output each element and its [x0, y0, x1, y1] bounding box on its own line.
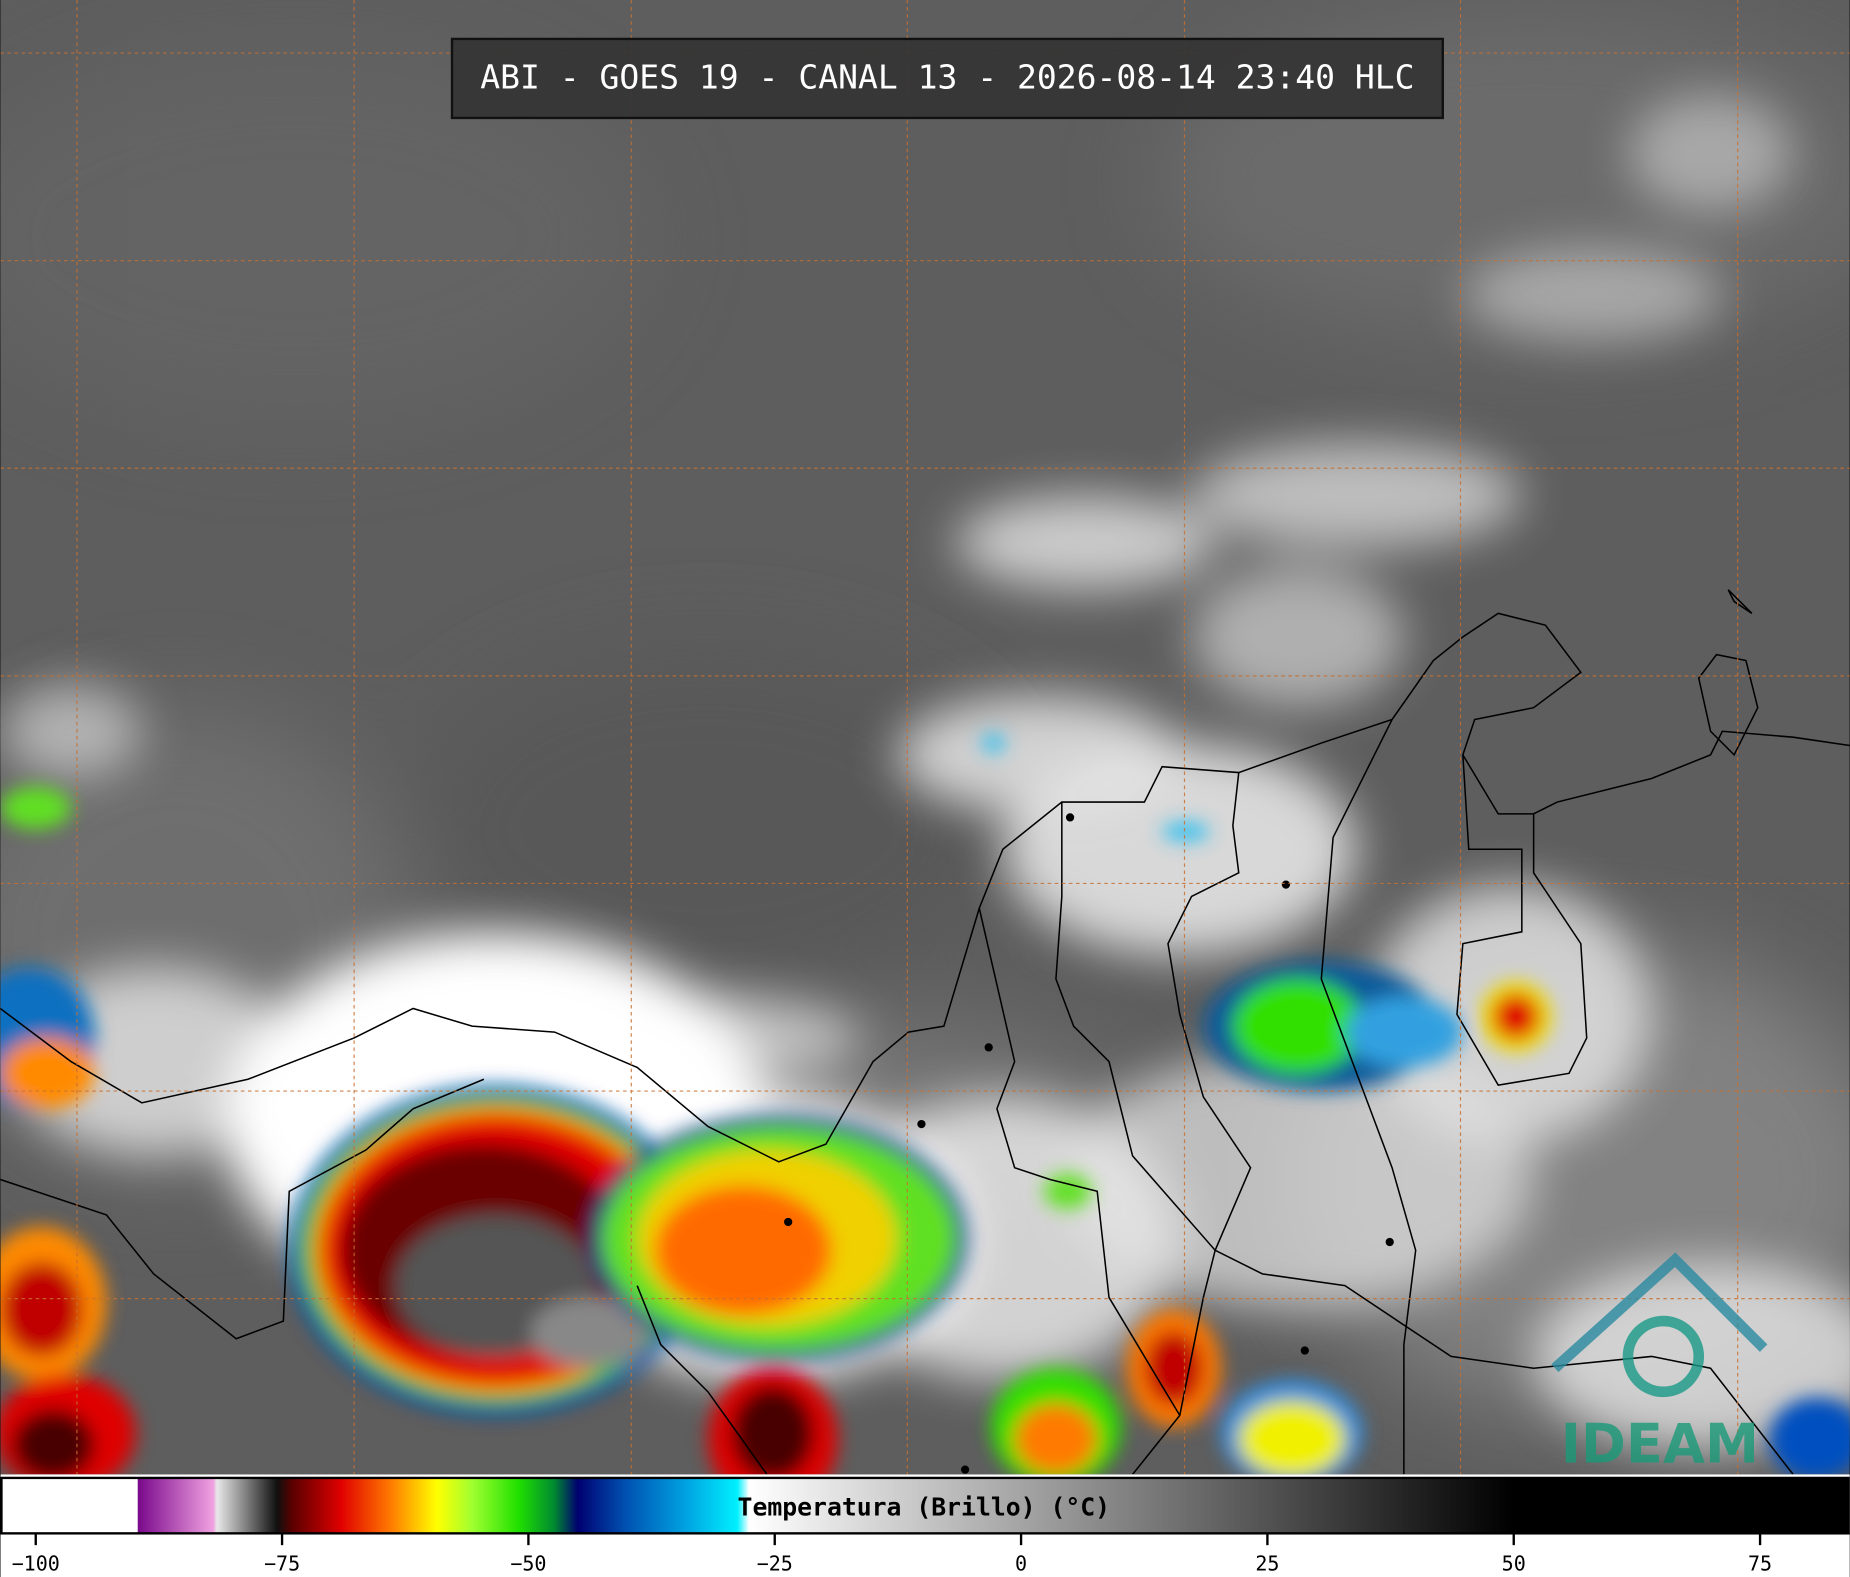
tick-label: −75: [264, 1552, 300, 1576]
tick-label: 25: [1255, 1552, 1279, 1576]
logo-text: IDEAM: [1561, 1413, 1759, 1476]
tick-label: −100: [12, 1552, 60, 1576]
tick-label: −25: [757, 1552, 793, 1576]
tick-label: 0: [1015, 1552, 1027, 1576]
map: IDEAM: [0, 0, 1850, 1476]
storms: [0, 733, 1850, 1475]
colorbar-label: Temperatura (Brillo) (°C): [738, 1493, 1111, 1522]
title-box: [450, 37, 1444, 120]
tick-label: 50: [1502, 1552, 1526, 1576]
title: ABI - GOES 19 - CANAL 13 - 2026-08-14 23…: [480, 58, 1414, 97]
borders: [0, 589, 1850, 1475]
tick-label: 75: [1748, 1552, 1772, 1576]
logo: IDEAM: [1551, 1252, 1768, 1476]
tick-label: −50: [510, 1552, 546, 1576]
colorbar-ticks: −100 −75 −50 −25 0 25 50 75: [12, 1533, 1772, 1576]
cities: [784, 813, 1394, 1474]
colorbar: [0, 1476, 1850, 1535]
graticule: [0, 0, 1850, 1475]
